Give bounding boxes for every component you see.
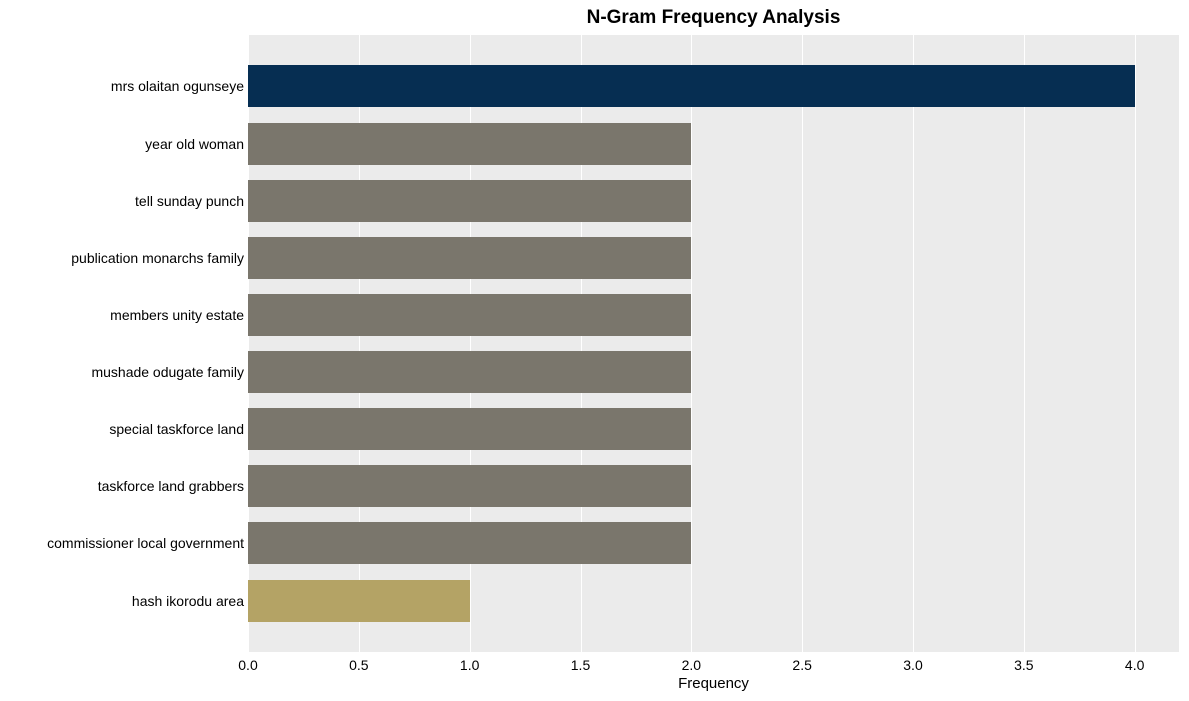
chart-title: N-Gram Frequency Analysis: [248, 7, 1179, 29]
bar: [248, 180, 691, 222]
x-tick-label: 2.5: [792, 657, 811, 673]
y-axis-labels: mrs olaitan ogunseye year old woman tell s…: [0, 35, 244, 652]
bar: [248, 123, 691, 165]
x-tick-label: 2.0: [682, 657, 701, 673]
x-tick-label: 4.0: [1125, 657, 1144, 673]
x-axis-title: Frequency: [248, 675, 1179, 692]
y-tick-label: hash ikorodu area: [0, 594, 244, 608]
y-tick-label: special taskforce land: [0, 422, 244, 436]
x-tick-label: 3.0: [903, 657, 922, 673]
grid-line: [802, 35, 803, 652]
y-tick-label: year old woman: [0, 137, 244, 151]
y-tick-label: mrs olaitan ogunseye: [0, 79, 244, 93]
ngram-chart: N-Gram Frequency Analysis mrs olaitan og…: [0, 0, 1189, 701]
bar: [248, 65, 1135, 107]
grid-line: [913, 35, 914, 652]
x-tick-label: 1.0: [460, 657, 479, 673]
bar: [248, 522, 691, 564]
grid-line: [691, 35, 692, 652]
x-tick-label: 0.0: [238, 657, 257, 673]
y-tick-label: members unity estate: [0, 308, 244, 322]
y-tick-label: commissioner local government: [0, 536, 244, 550]
x-tick-label: 1.5: [571, 657, 590, 673]
y-tick-label: tell sunday punch: [0, 194, 244, 208]
grid-line: [1024, 35, 1025, 652]
bar: [248, 465, 691, 507]
x-axis-tick-labels: 0.00.51.01.52.02.53.03.54.0: [248, 652, 1179, 676]
plot-area: [248, 35, 1179, 652]
bar: [248, 294, 691, 336]
x-tick-label: 3.5: [1014, 657, 1033, 673]
grid-line: [1135, 35, 1136, 652]
bar: [248, 237, 691, 279]
y-tick-label: taskforce land grabbers: [0, 479, 244, 493]
y-tick-label: mushade odugate family: [0, 365, 244, 379]
bar: [248, 408, 691, 450]
x-tick-label: 0.5: [349, 657, 368, 673]
bar: [248, 580, 470, 622]
bar: [248, 351, 691, 393]
y-tick-label: publication monarchs family: [0, 251, 244, 265]
